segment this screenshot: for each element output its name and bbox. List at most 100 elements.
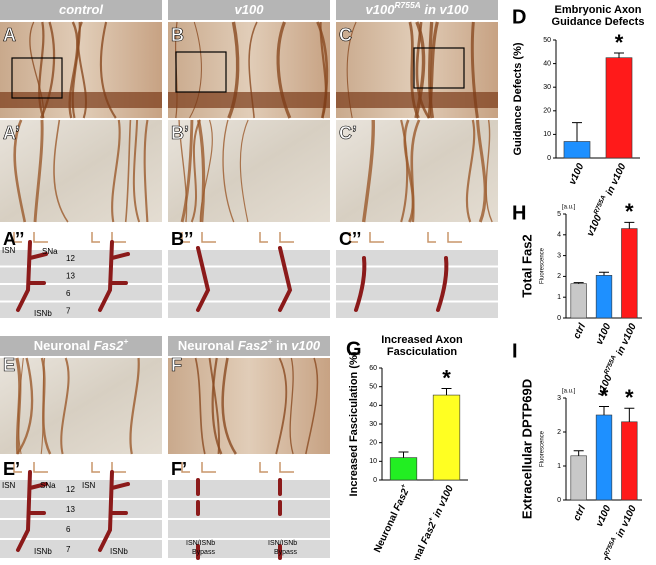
inset-box (11, 57, 63, 99)
diagram-label: ISNb (34, 309, 52, 318)
panel-letter: H (512, 202, 526, 224)
isn-marker (259, 232, 294, 243)
isn-marker (259, 462, 294, 473)
y-tick-label: 0 (557, 497, 561, 504)
segment-band (168, 520, 330, 538)
text-part: in v100 (603, 161, 629, 199)
segment-band (168, 285, 330, 301)
axon-stain (248, 21, 258, 119)
row-label: 12 (66, 254, 75, 263)
unit-label: [a.u.] (562, 389, 576, 395)
bar (595, 275, 613, 319)
text-part: Neuronal (178, 338, 238, 353)
significance-star: * (625, 199, 634, 224)
bar (595, 414, 613, 501)
y-tick-label: 0 (557, 315, 561, 322)
error-bar (441, 388, 452, 396)
bar (570, 455, 587, 501)
y-tick-label: 30 (369, 421, 377, 428)
significance-star: * (615, 30, 624, 55)
panel-letter: E (3, 355, 15, 375)
axon-stain (40, 21, 56, 119)
axon-stain (194, 357, 206, 455)
isn-marker (427, 232, 462, 243)
axon-stain (227, 21, 240, 119)
micrograph (0, 358, 162, 454)
segment-band (336, 267, 498, 283)
axon-trace (98, 240, 130, 312)
axon-stain (33, 119, 44, 223)
y-tick-label: 30 (543, 84, 551, 91)
axon-stain (208, 357, 221, 455)
axon-stain (400, 119, 409, 223)
axon-stain (221, 357, 237, 455)
diagram-label: ISN (2, 481, 16, 490)
segment-band (0, 285, 162, 301)
segment-band (168, 500, 330, 518)
axon-stain (38, 21, 45, 119)
text-part: Fas2 (391, 487, 411, 513)
y-tick-label: 20 (543, 108, 551, 115)
nerve-cord (336, 92, 498, 108)
panel-title: Neuronal Fas2+ in v100 (178, 336, 321, 353)
significance-star: * (600, 383, 609, 408)
y-axis-sublabel: Fluorescence (540, 430, 546, 467)
axon-stain (77, 21, 88, 119)
y-tick-label: 50 (369, 384, 377, 391)
text-part: ctrl (571, 504, 588, 523)
error-bar (573, 282, 584, 284)
axon-stain (190, 119, 201, 223)
error-bar (624, 407, 635, 422)
text-part: Fas2 (94, 338, 124, 353)
axon-stain (476, 119, 487, 223)
diagram-label: SNa (42, 247, 58, 256)
y-axis-label: Increased Fasciculation (%) (348, 351, 360, 496)
y-axis-label: Guidance Defects (%) (512, 42, 524, 155)
panel-letter: I (512, 340, 518, 362)
isn-marker (181, 232, 216, 243)
error-bar (624, 221, 635, 229)
panel-letter: C’ (339, 123, 357, 143)
axon-stain (99, 21, 117, 119)
axon-stain (305, 357, 319, 455)
x-tick-label: ctrl (571, 504, 588, 523)
axon-stain (465, 119, 476, 223)
panel-letter: A (3, 25, 16, 45)
error-bar (573, 450, 584, 456)
axon-trace (16, 470, 48, 552)
isn-marker (13, 232, 48, 243)
axon-stain (485, 119, 493, 223)
panel-letter: A’ (3, 123, 20, 143)
error-bar (572, 122, 582, 142)
text-part: v100 (585, 213, 605, 238)
nerve-cord (0, 92, 162, 108)
bar (621, 421, 638, 501)
text-part: v100 (594, 503, 614, 528)
bar (621, 228, 638, 319)
inset-box (413, 47, 465, 89)
segment-band (336, 302, 498, 318)
y-tick-label: 1 (557, 463, 561, 470)
text-part: v100 (567, 161, 587, 186)
chart-title: Increased Axon (381, 334, 463, 346)
row-label: 12 (66, 485, 75, 494)
bar (570, 283, 587, 319)
y-axis-sublabel: Fluorescence (540, 247, 546, 284)
micrograph (0, 120, 162, 222)
text-part: in (421, 2, 440, 17)
text-part: v100 (291, 338, 321, 353)
axon-stain (16, 357, 34, 455)
segment-band (336, 250, 498, 266)
y-tick-label: 2 (557, 429, 561, 436)
panel-letter: G (346, 338, 362, 360)
diagram-label: ISNb (34, 547, 52, 556)
panel-title: Neuronal Fas2+ (34, 336, 129, 353)
y-tick-label: 0 (547, 155, 551, 162)
axon-stain (180, 119, 194, 223)
text-part: v100 (366, 2, 396, 17)
panel-header (0, 0, 162, 20)
panel-title: v100R755A in v100 (366, 0, 470, 17)
segment-band (168, 267, 330, 283)
axon-stain (196, 119, 206, 223)
